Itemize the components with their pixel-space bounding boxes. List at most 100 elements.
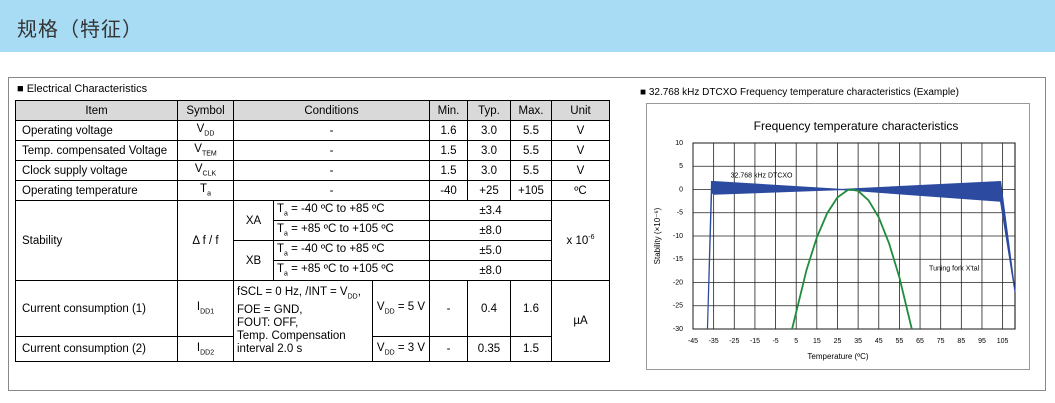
subscript: a <box>207 190 211 198</box>
text: V <box>376 341 385 354</box>
table-row: Clock supply voltage VCLK -1.5 3.0 5.5 V <box>15 160 610 181</box>
chart: Frequency temperature characteristics Te… <box>646 103 1030 370</box>
cell: 5.5 <box>510 140 552 161</box>
cell: Stability <box>15 200 178 281</box>
subscript: a <box>284 250 288 258</box>
band-area <box>706 180 1016 330</box>
text: V <box>194 163 203 176</box>
cell: VDD = 5 V <box>372 280 430 337</box>
header-row: Item Symbol Conditions Min. Typ. Max. Un… <box>15 100 610 121</box>
cell: x 10-6 <box>551 200 610 281</box>
x-tick-label: 65 <box>916 338 924 345</box>
subscript: DD <box>384 349 395 357</box>
cell: - <box>233 120 430 141</box>
x-tick-label: -35 <box>709 338 719 345</box>
x-tick-label: 55 <box>896 338 904 345</box>
cell: Current consumption (2) <box>15 336 178 362</box>
cell: VTEM <box>177 140 234 161</box>
cell: V <box>551 160 610 181</box>
cell: Clock supply voltage <box>15 160 178 181</box>
text-line: fSCL = 0 Hz, /INT = VDD, <box>237 286 369 303</box>
text: Temp. Compensation <box>237 329 346 342</box>
table-row: Stability Δ f / f XA Ta = -40 ºC to +85 … <box>15 200 610 281</box>
text: = +85 ºC to +105 ºC <box>287 263 394 276</box>
text: FOUT: OFF, <box>237 316 299 329</box>
cell: Temp. compensated Voltage <box>15 140 178 161</box>
text: = -40 ºC to +85 ºC <box>287 203 385 216</box>
cell: ±5.0 <box>429 240 552 261</box>
cell: Ta = +85 ºC to +105 ºC <box>273 260 430 281</box>
cell: VDD <box>177 120 234 141</box>
text: FOE = GND, <box>237 303 303 316</box>
spec-table: Item Symbol Conditions Min. Typ. Max. Un… <box>15 100 610 362</box>
subscript: a <box>284 210 288 218</box>
text: V <box>376 301 385 314</box>
x-tick-label: -45 <box>688 338 698 345</box>
cell: 1.5 <box>429 160 468 181</box>
series-label: 32.768 kHz DTCXO <box>731 172 793 179</box>
chart-title: Frequency temperature characteristics <box>754 119 959 133</box>
x-tick-label: 95 <box>978 338 986 345</box>
series-label: Tuning fork X'tal <box>929 265 980 272</box>
y-tick-label: -10 <box>673 233 683 240</box>
content-box <box>8 77 1046 391</box>
column-header: Item <box>15 100 178 121</box>
cell: V <box>551 140 610 161</box>
table-row: Operating voltage VDD -1.6 3.0 5.5 V <box>15 120 610 141</box>
cell: ºC <box>551 180 610 201</box>
text: I <box>196 341 201 354</box>
cell: 3.0 <box>467 120 511 141</box>
chart-frame <box>646 103 1030 370</box>
cell: µA <box>551 280 610 362</box>
y-tick-label: -15 <box>673 256 683 263</box>
table-caption: ■ Electrical Characteristics <box>17 83 148 95</box>
text: = -40 ºC to +85 ºC <box>287 243 385 256</box>
subscript: DD <box>347 293 358 301</box>
y-axis-label: Stability (×10⁻⁶) <box>653 207 662 264</box>
column-header: Min. <box>429 100 468 121</box>
cell: XB <box>233 240 274 281</box>
cell: 1.6 <box>510 280 552 337</box>
cell: 0.35 <box>467 336 511 362</box>
text: , <box>357 286 361 299</box>
x-tick-label: -5 <box>772 338 778 345</box>
cell: fSCL = 0 Hz, /INT = VDD, FOE = GND, FOUT: … <box>233 280 373 362</box>
cell: Ta = +85 ºC to +105 ºC <box>273 220 430 241</box>
y-tick-label: -20 <box>673 279 683 286</box>
y-tick-label: 10 <box>675 140 683 147</box>
cell: - <box>429 336 468 362</box>
table-row: Current consumption (2) IDD2 VDD = 3 V -… <box>15 336 610 362</box>
cell: 3.0 <box>467 140 511 161</box>
cell: - <box>233 180 430 201</box>
cell: Operating voltage <box>15 120 178 141</box>
subscript: a <box>284 270 288 278</box>
cell: VDD = 3 V <box>372 336 430 362</box>
cell: 5.5 <box>510 160 552 181</box>
text: = +85 ºC to +105 ºC <box>287 223 394 236</box>
text: = 3 V <box>394 341 426 354</box>
x-axis-label: Temperature (ºC) <box>807 352 868 361</box>
text-line: FOUT: OFF, <box>237 317 369 330</box>
figure-caption: ■ 32.768 kHz DTCXO Frequency temperature… <box>640 87 959 98</box>
cell: Ta = -40 ºC to +85 ºC <box>273 200 430 221</box>
cell: Operating temperature <box>15 180 178 201</box>
cell: 1.6 <box>429 120 468 141</box>
column-header: Symbol <box>177 100 234 121</box>
cell: - <box>233 160 430 181</box>
x-tick-label: 35 <box>854 338 862 345</box>
text: T <box>277 263 285 276</box>
header-title: 规格（特征） <box>17 19 143 41</box>
cell: 0.4 <box>467 280 511 337</box>
text: V <box>196 123 205 136</box>
cell: 3.0 <box>467 160 511 181</box>
cell: -40 <box>429 180 468 201</box>
x-tick-label: 5 <box>794 338 798 345</box>
x-tick-label: 75 <box>937 338 945 345</box>
text-line: interval 2.0 s <box>237 343 369 356</box>
text: = 5 V <box>394 301 426 314</box>
cell: XA <box>233 200 274 241</box>
x-tick-label: 45 <box>875 338 883 345</box>
column-header: Max. <box>510 100 552 121</box>
table-row: Temp. compensated Voltage VTEM -1.5 3.0 5.5 V <box>15 140 610 161</box>
text: T <box>277 223 285 236</box>
